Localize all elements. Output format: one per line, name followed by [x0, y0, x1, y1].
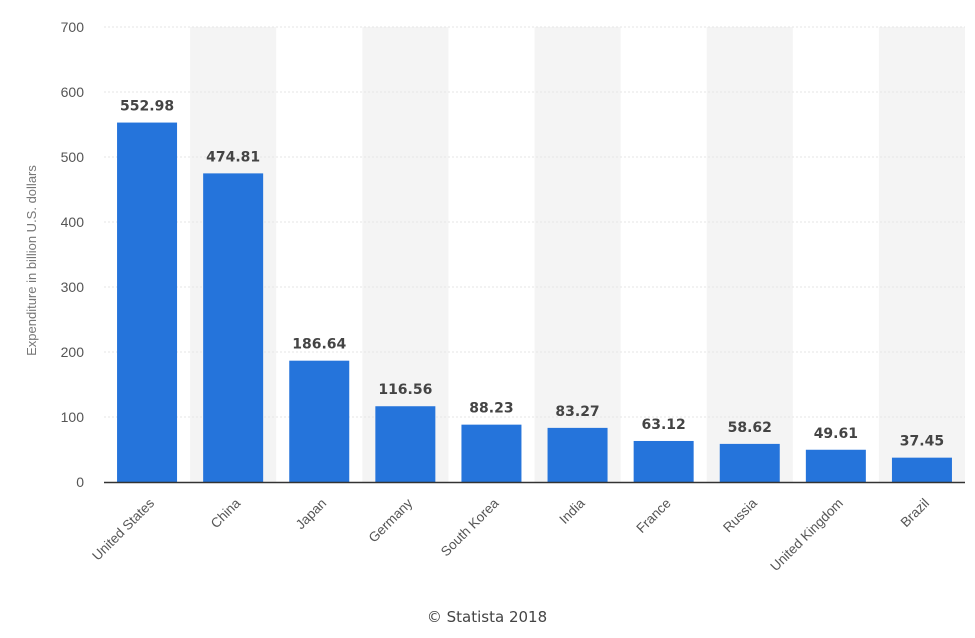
gridlines — [104, 26, 965, 418]
bar-russia — [719, 443, 780, 482]
value-label-china: 474.81 — [206, 149, 260, 165]
bar-united-kingdom — [805, 449, 866, 482]
y-tick-100: 100 — [61, 409, 85, 425]
x-tick-india: India — [556, 495, 588, 527]
band-7 — [706, 27, 793, 482]
value-label-india: 83.27 — [555, 404, 599, 420]
x-tick-south-korea: South Korea — [438, 495, 502, 559]
band-3 — [362, 27, 449, 482]
y-axis-title: Expenditure in billion U.S. dollars — [24, 165, 39, 356]
value-label-united-kingdom: 49.61 — [814, 426, 858, 442]
y-tick-0: 0 — [76, 474, 84, 490]
band-5 — [534, 27, 621, 482]
x-tick-japan: Japan — [293, 496, 330, 533]
value-label-germany: 116.56 — [378, 382, 432, 398]
bar-china — [203, 173, 264, 482]
x-tick-united-states: United States — [89, 495, 157, 563]
value-label-japan: 186.64 — [292, 337, 346, 353]
y-tick-200: 200 — [61, 344, 85, 360]
y-tick-400: 400 — [61, 214, 85, 230]
value-label-south-korea: 88.23 — [469, 401, 513, 417]
x-tick-united-kingdom: United Kingdom — [767, 496, 846, 575]
x-tick-france: France — [633, 496, 673, 536]
bar-india — [547, 427, 608, 482]
x-tick-russia: Russia — [720, 495, 760, 535]
value-label-united-states: 552.98 — [120, 99, 174, 115]
x-tick-germany: Germany — [366, 495, 416, 545]
band-9 — [878, 27, 965, 482]
bar-united-states — [117, 122, 178, 483]
x-tick-labels: United States China Japan Germany South Kore… — [89, 495, 932, 574]
y-tick-500: 500 — [61, 149, 85, 165]
bar-japan — [289, 360, 350, 482]
bar-brazil — [891, 457, 952, 482]
bars — [117, 122, 952, 483]
x-tick-brazil: Brazil — [898, 496, 932, 530]
alternating-bands — [190, 27, 965, 482]
bar-germany — [375, 406, 436, 482]
y-tick-labels: 0 100 200 300 400 500 600 700 — [61, 19, 85, 490]
value-label-france: 63.12 — [642, 417, 686, 433]
bar-france — [633, 440, 694, 482]
y-tick-300: 300 — [61, 279, 85, 295]
value-labels: 552.98 474.81 186.64 116.56 88.23 83.27 63.12 5… — [120, 99, 944, 450]
y-tick-700: 700 — [61, 19, 85, 35]
x-tick-china: China — [208, 495, 244, 531]
y-tick-600: 600 — [61, 84, 85, 100]
value-label-russia: 58.62 — [728, 420, 772, 436]
credit-text: © Statista 2018 — [427, 608, 547, 626]
bar-south-korea — [461, 424, 522, 482]
value-label-brazil: 37.45 — [900, 434, 944, 450]
